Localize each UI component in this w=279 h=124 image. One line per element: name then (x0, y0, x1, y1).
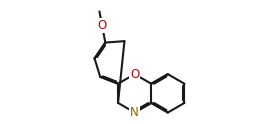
Text: N: N (130, 106, 139, 119)
Text: O: O (97, 19, 107, 32)
Text: O: O (130, 68, 139, 81)
